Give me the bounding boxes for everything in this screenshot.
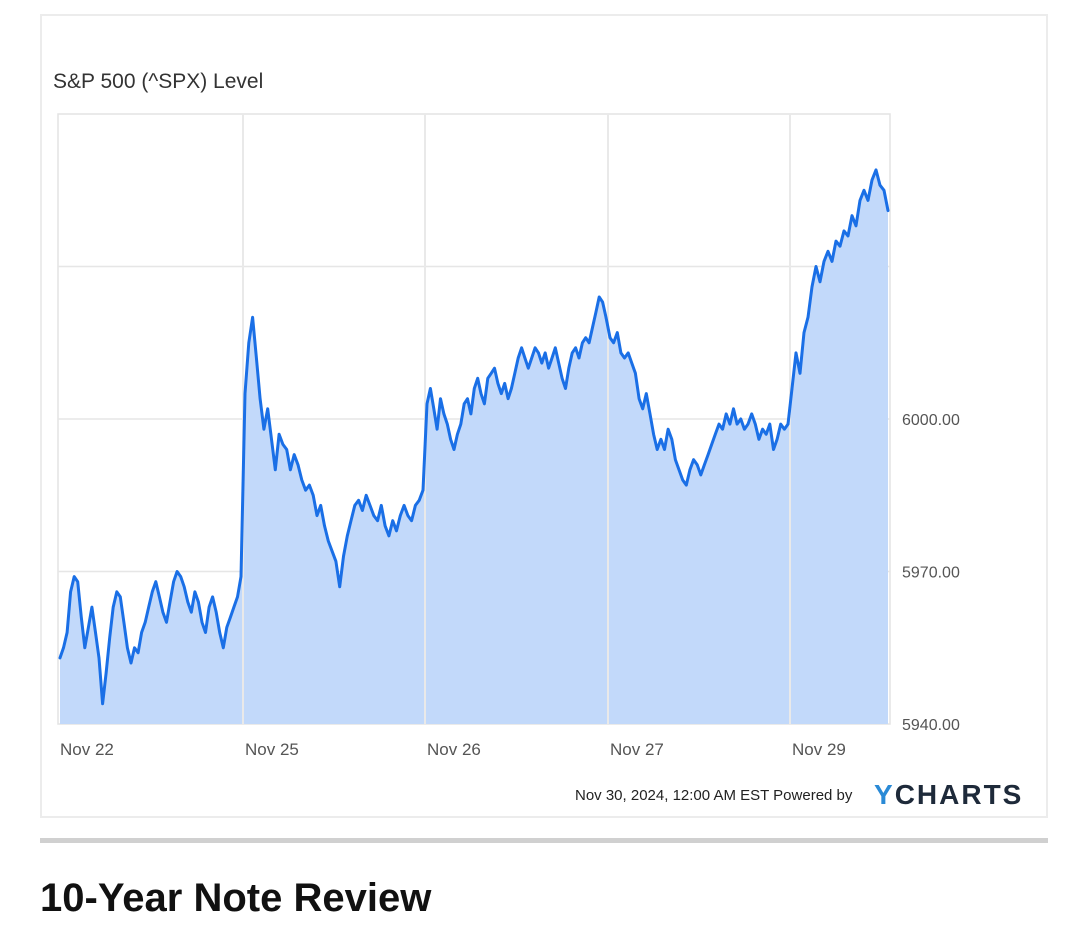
area-fill	[60, 169, 888, 724]
x-tick-label: Nov 29	[792, 740, 846, 759]
y-tick-label: 6000.00	[902, 412, 960, 429]
ycharts-logo-y: Y	[874, 779, 895, 810]
x-tick-label: Nov 26	[427, 740, 481, 759]
session-gap-connector	[786, 388, 794, 425]
price-line-nov-27	[608, 331, 790, 487]
x-tick-label: Nov 27	[610, 740, 664, 759]
price-line-nov-29	[790, 168, 890, 390]
section-divider	[40, 838, 1048, 843]
price-line-nov-22	[58, 570, 243, 706]
section-heading: 10-Year Note Review	[40, 876, 432, 920]
session-gap-connector	[239, 393, 247, 577]
session-gap-connector	[604, 317, 612, 338]
timestamp-powered-by: Nov 30, 2024, 12:00 AM EST Powered by	[575, 787, 853, 804]
price-line-nov-25	[243, 315, 425, 589]
y-tick-label: 5940.00	[902, 717, 960, 734]
area-fill-layer	[60, 169, 888, 724]
price-line-nov-26	[425, 295, 608, 451]
ycharts-logo[interactable]: YCHARTS	[874, 779, 1023, 811]
axis-tick-labels: 5940.00 5970.00 6000.00 Nov 22 Nov 25 Nov 26 N…	[60, 412, 960, 759]
session-gap-connector	[421, 403, 429, 491]
ycharts-logo-text: CHARTS	[894, 779, 1024, 810]
x-tick-label: Nov 22	[60, 740, 114, 759]
spx-area-chart: 5940.00 5970.00 6000.00 Nov 22 Nov 25 Nov 26 N…	[57, 113, 960, 759]
price-line-layer	[58, 168, 890, 706]
chart-title: S&P 500 (^SPX) Level	[53, 70, 264, 93]
x-tick-label: Nov 25	[245, 740, 299, 759]
y-tick-label: 5970.00	[902, 565, 960, 582]
